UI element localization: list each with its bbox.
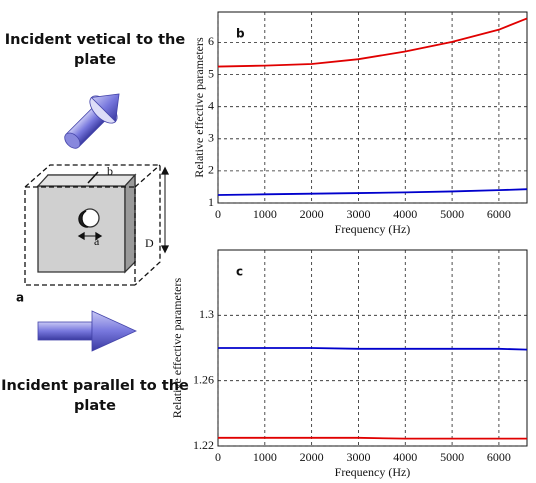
y-tick-label: 1.26	[193, 372, 214, 386]
incident-arrow-parallel	[37, 310, 137, 352]
plot-area	[217, 11, 528, 204]
y-axis-label: Relative effective parameters	[192, 37, 206, 178]
panel-label: b	[236, 27, 245, 41]
x-tick-label: 1000	[253, 207, 277, 221]
y-tick-label: 3	[208, 131, 214, 145]
x-tick-label: 4000	[393, 450, 417, 464]
series-line	[217, 17, 528, 68]
x-axis-label: Frequency (Hz)	[335, 222, 411, 236]
panel-label: a	[16, 291, 24, 305]
x-tick-label: 5000	[440, 450, 464, 464]
plate-diagram	[24, 164, 170, 286]
x-tick-label: 2000	[300, 450, 324, 464]
x-tick-label: 6000	[487, 450, 511, 464]
y-tick-label: 6	[208, 34, 214, 48]
caption-top: Incident vetical to the plate	[4, 32, 186, 68]
x-tick-label: 4000	[393, 207, 417, 221]
caption-bottom: Incident parallel to the plate	[1, 378, 189, 414]
x-tick-label: 2000	[300, 207, 324, 221]
x-tick-label: 1000	[253, 450, 277, 464]
y-tick-label: 1.3	[199, 307, 214, 321]
x-tick-label: 0	[215, 207, 221, 221]
x-tick-label: 6000	[487, 207, 511, 221]
y-axis-label: Relative effective parameters	[170, 277, 184, 418]
y-tick-label: 1	[208, 195, 214, 209]
y-tick-label: 5	[208, 66, 214, 80]
panel-label: c	[236, 265, 243, 279]
x-tick-label: 3000	[346, 207, 370, 221]
y-tick-label: 4	[208, 98, 214, 112]
dimension-label: a	[94, 234, 100, 248]
dimension-label: D	[145, 236, 154, 250]
series-line	[218, 436, 527, 440]
x-axis-label: Frequency (Hz)	[335, 465, 411, 479]
dimension-label: b	[107, 164, 113, 178]
x-tick-label: 3000	[346, 450, 370, 464]
y-tick-label: 1.22	[193, 438, 214, 452]
x-tick-label: 5000	[440, 207, 464, 221]
series-line	[218, 347, 528, 351]
series-line	[217, 188, 528, 196]
incident-arrow-vertical	[64, 93, 120, 149]
x-tick-label: 0	[215, 450, 221, 464]
y-tick-label: 2	[208, 163, 214, 177]
